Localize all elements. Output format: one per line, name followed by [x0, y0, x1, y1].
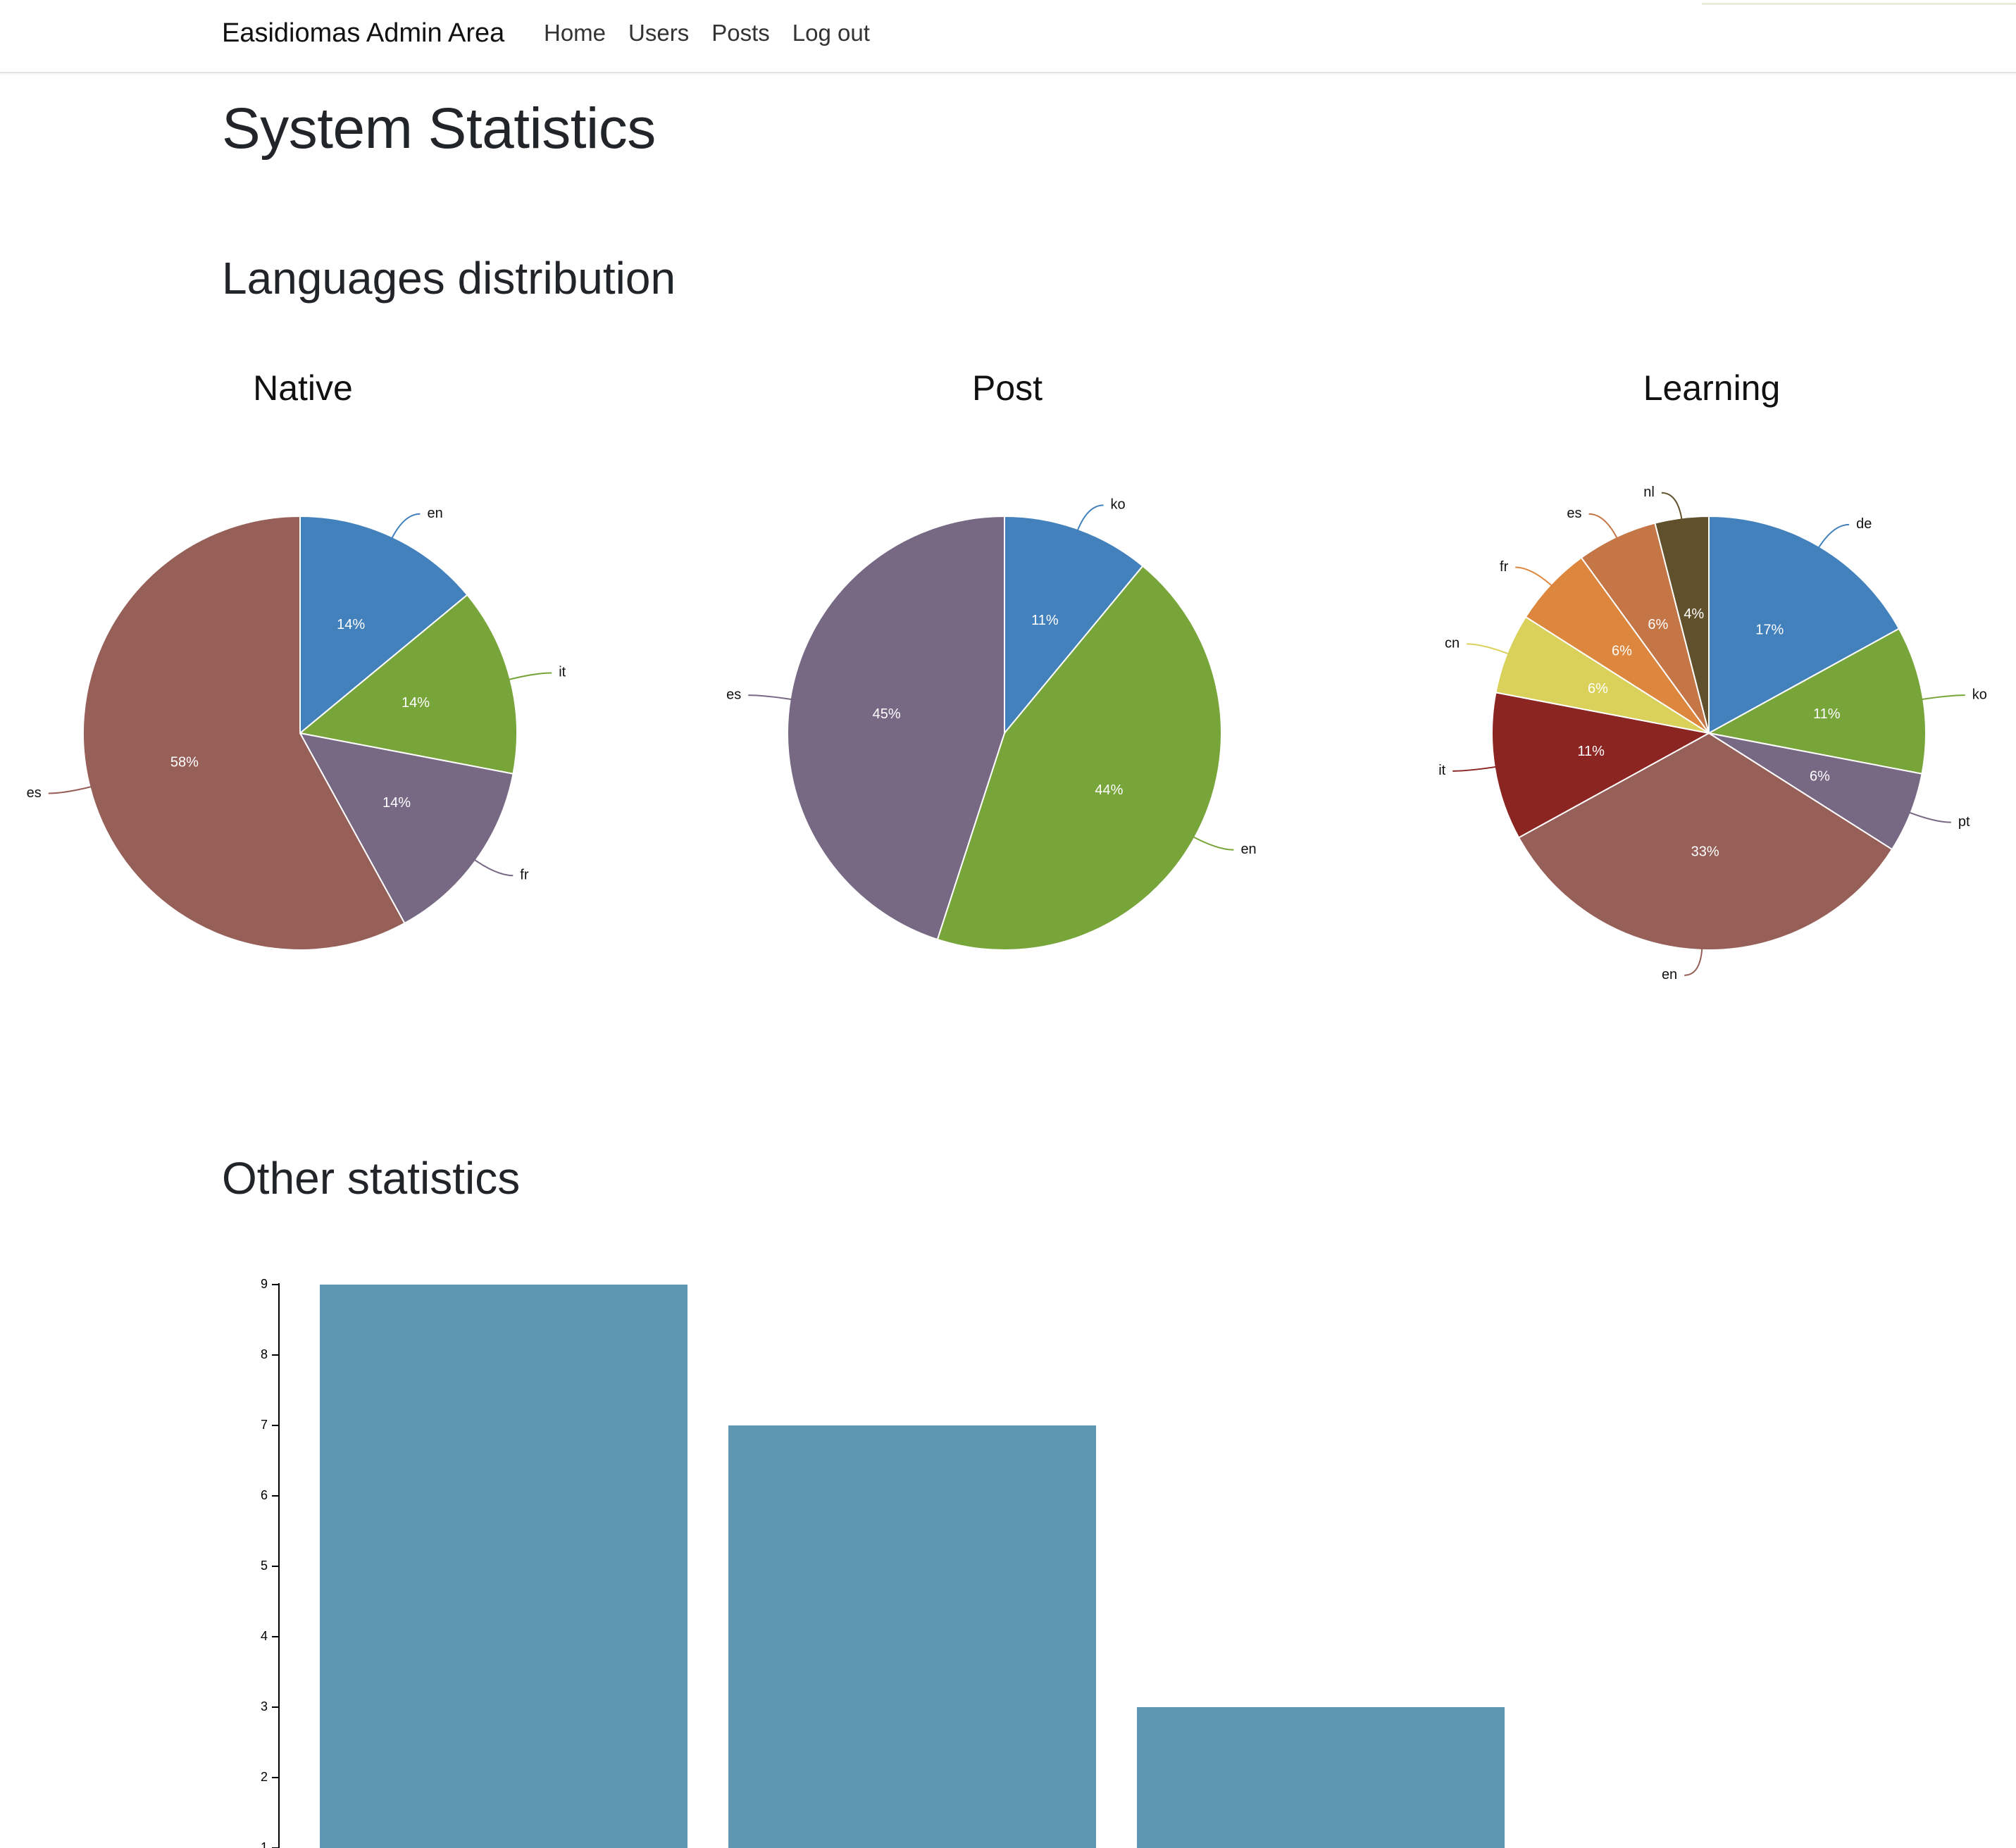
page-title: System Statistics: [222, 96, 656, 161]
learning-pct-label-fr: 6%: [1612, 643, 1632, 658]
native-leader-line-it: [504, 672, 552, 682]
bar-chart-y-tick-label-2: 2: [261, 1770, 268, 1784]
post-pct-label-ko: 11%: [1031, 613, 1059, 628]
native-label-en: en: [427, 506, 442, 521]
native-label-fr: fr: [520, 867, 529, 882]
nav-link-home[interactable]: Home: [544, 20, 606, 46]
learning-label-ko: ko: [1972, 687, 1987, 702]
learning-pct-label-nl: 4%: [1684, 606, 1704, 622]
section-title-languages: Languages distribution: [222, 253, 676, 304]
bar-chart-y-tick-label-8: 8: [261, 1347, 268, 1361]
bar-chart-bar-3: [1137, 1707, 1505, 1848]
bar-chart-y-tick-label-7: 7: [261, 1418, 268, 1432]
learning-pct-label-en: 33%: [1691, 844, 1719, 860]
learning-leader-line-it: [1452, 765, 1500, 772]
pie-title-learning: Learning: [1643, 368, 1781, 408]
pie-title-native: Native: [253, 368, 353, 408]
post-label-en: en: [1240, 842, 1256, 857]
bar-chart-y-tick-label-5: 5: [261, 1559, 268, 1573]
learning-label-nl: nl: [1643, 485, 1655, 500]
learning-pct-label-ko: 11%: [1813, 706, 1841, 722]
post-leader-line-en: [1189, 834, 1234, 851]
learning-label-it: it: [1438, 763, 1445, 778]
nav-link-posts[interactable]: Posts: [711, 20, 770, 46]
learning-pct-label-pt: 6%: [1810, 769, 1830, 785]
nav-links: Home Users Posts Log out: [544, 15, 892, 51]
learning-label-pt: pt: [1958, 814, 1970, 830]
nav-link-logout[interactable]: Log out: [792, 20, 870, 46]
brand-link[interactable]: Easidiomas Admin Area: [222, 18, 505, 48]
learning-label-cn: cn: [1445, 636, 1460, 651]
post-label-es: es: [726, 687, 741, 702]
learning-leader-line-fr: [1515, 566, 1555, 589]
post-pct-label-es: 45%: [873, 706, 901, 722]
bar-chart-y-tick-label-4: 4: [261, 1629, 268, 1643]
native-leader-line-en: [389, 513, 421, 542]
bar-chart-y-tick-label-3: 3: [261, 1699, 268, 1713]
native-pct-label-fr: 14%: [382, 795, 411, 811]
learning-pct-label-de: 17%: [1755, 622, 1784, 637]
learning-pct-label-cn: 6%: [1588, 681, 1608, 697]
bar-chart-y-tick-label-6: 6: [261, 1488, 268, 1502]
native-pct-label-it: 14%: [402, 695, 430, 711]
learning-leader-line-nl: [1661, 492, 1684, 524]
bar-chart-y-tick-label-9: 9: [261, 1277, 268, 1291]
section-title-other: Other statistics: [222, 1153, 521, 1204]
navbar-accent-line: [1702, 3, 2016, 5]
nav-link-users[interactable]: Users: [628, 20, 690, 46]
learning-leader-line-de: [1815, 523, 1850, 552]
learning-leader-line-es: [1588, 513, 1620, 542]
learning-label-en: en: [1662, 967, 1677, 982]
learning-pct-label-es: 6%: [1648, 617, 1668, 632]
bar-chart-y-tick-label-1: 1: [261, 1840, 268, 1848]
learning-leader-line-cn: [1467, 643, 1513, 656]
bar-chart-bar-1: [320, 1285, 687, 1848]
native-leader-line-fr: [471, 856, 514, 877]
pie-title-post: Post: [971, 368, 1043, 408]
native-pct-label-es: 58%: [170, 754, 199, 770]
bar-chart-bar-2: [728, 1425, 1096, 1848]
native-label-es: es: [27, 785, 42, 801]
learning-leader-line-ko: [1917, 694, 1965, 701]
learning-label-es: es: [1567, 506, 1581, 521]
native-pct-label-en: 14%: [337, 617, 365, 632]
navbar: Easidiomas Admin Area Home Users Posts L…: [0, 0, 2016, 73]
native-label-it: it: [559, 665, 566, 680]
learning-pct-label-it: 11%: [1577, 744, 1605, 759]
learning-leader-line-pt: [1905, 810, 1951, 823]
learning-label-de: de: [1856, 516, 1872, 532]
post-label-ko: ko: [1111, 497, 1126, 513]
learning-label-fr: fr: [1500, 559, 1509, 575]
post-leader-line-ko: [1075, 504, 1104, 535]
post-leader-line-es: [748, 694, 796, 701]
post-pct-label-en: 44%: [1095, 782, 1123, 798]
native-leader-line-es: [48, 785, 96, 794]
learning-leader-line-en: [1684, 944, 1703, 976]
